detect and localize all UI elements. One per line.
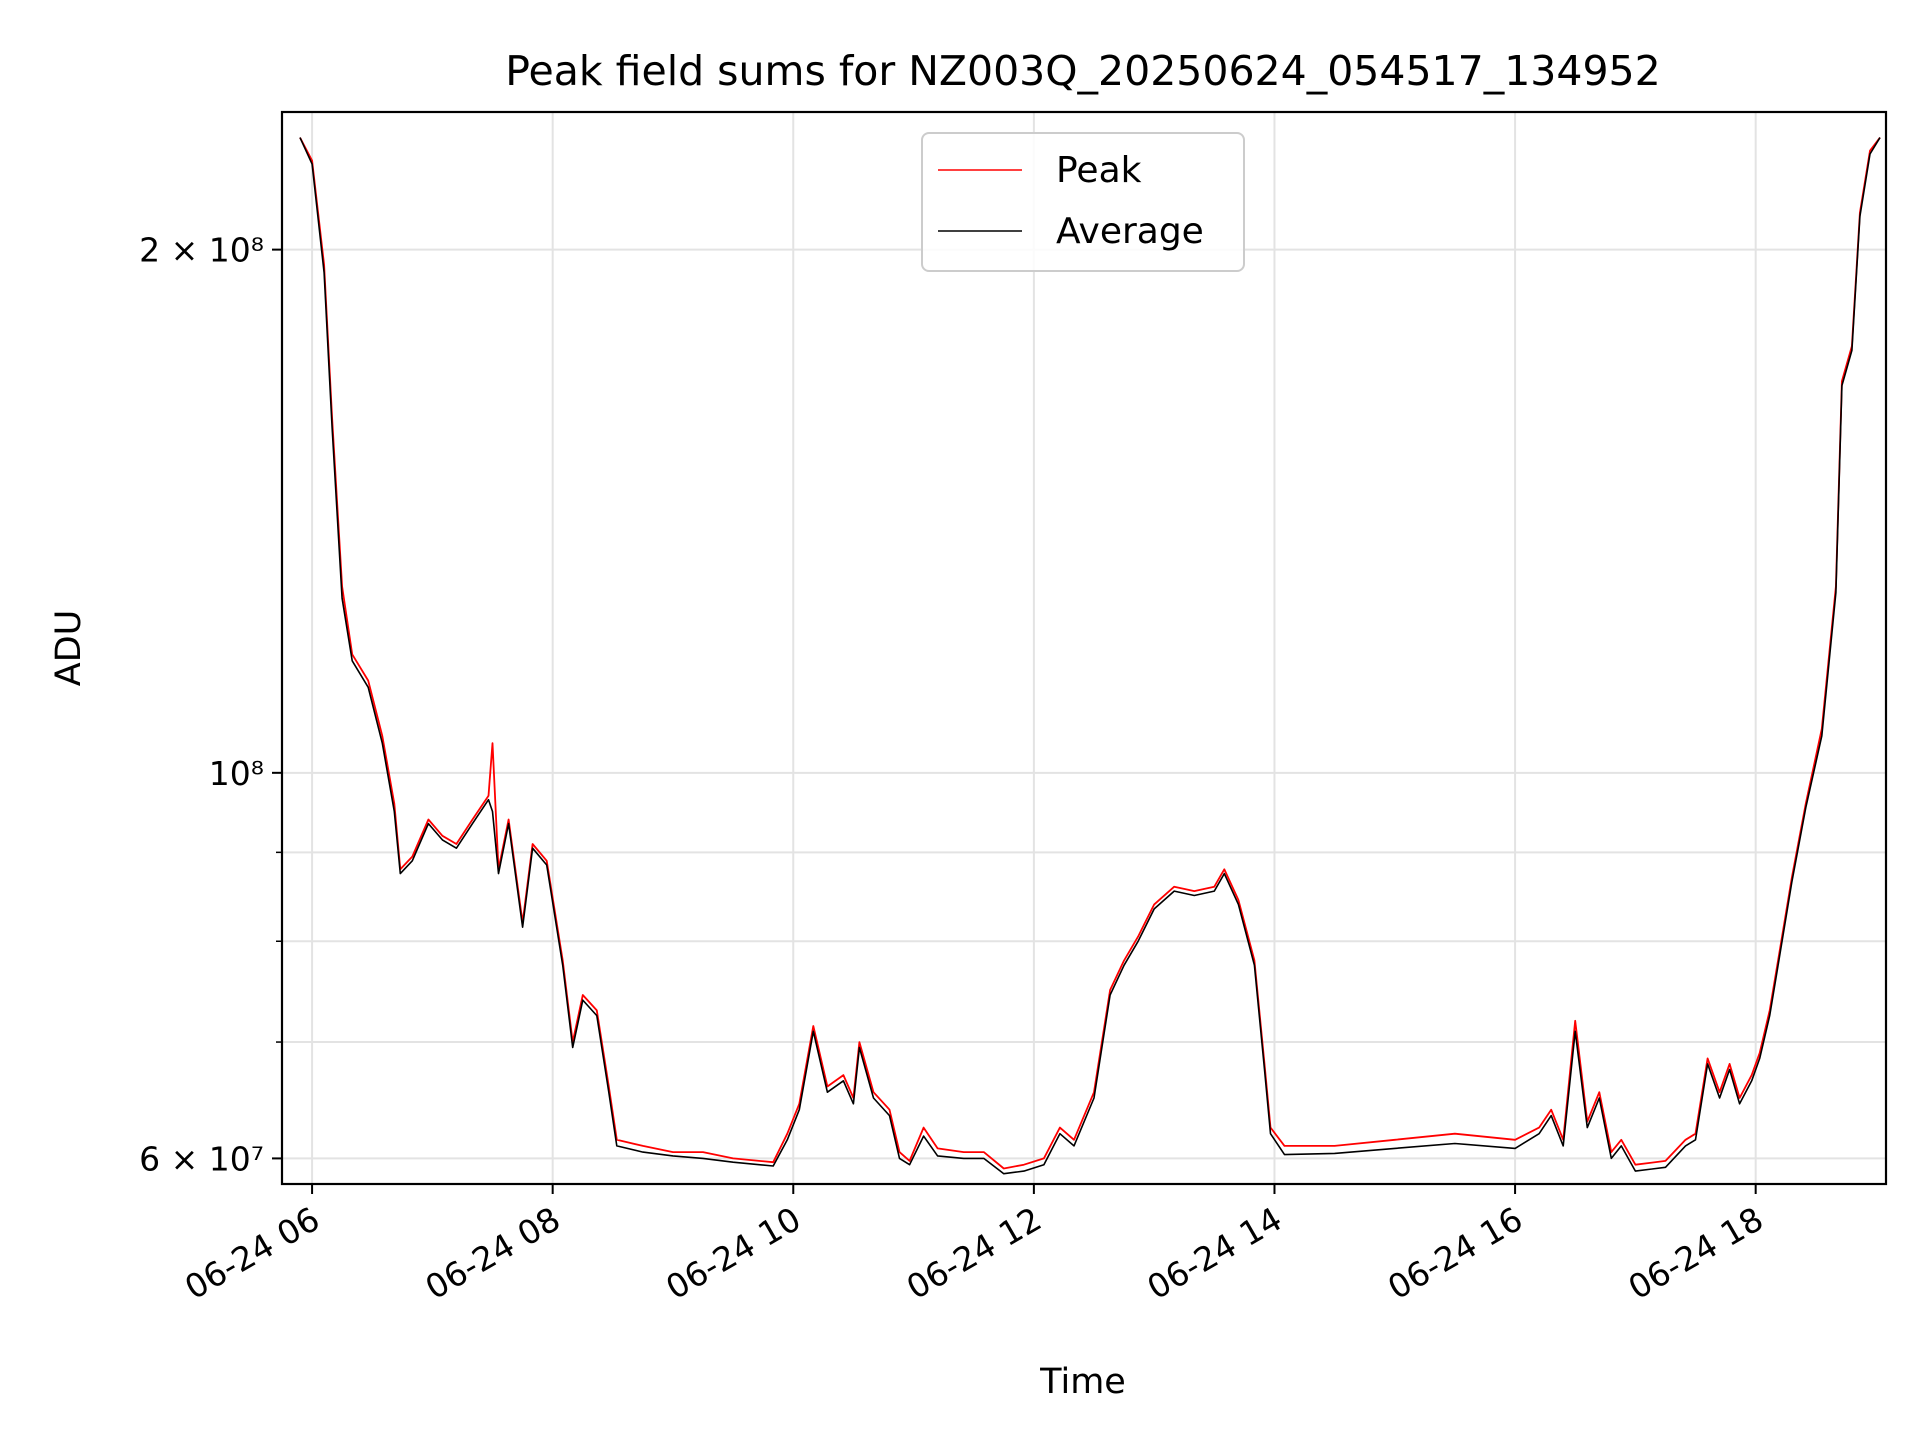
y-tick-label: 6 × 10⁷ xyxy=(139,1139,264,1178)
y-tick-label: 2 × 10⁸ xyxy=(139,231,264,270)
chart-title: Peak field sums for NZ003Q_20250624_0545… xyxy=(505,47,1660,95)
y-axis: 6 × 10⁷ 10⁸ 2 × 10⁸ xyxy=(139,231,282,1178)
legend-label-average: Average xyxy=(1056,211,1204,252)
y-tick-label: 10⁸ xyxy=(209,754,264,793)
legend-label-peak: Peak xyxy=(1056,150,1142,191)
x-axis-label: Time xyxy=(1039,1362,1126,1402)
plot-frame xyxy=(280,110,1888,1186)
plot-lines xyxy=(299,137,1881,1175)
legend: Peak Average xyxy=(921,132,1245,272)
legend-box xyxy=(921,132,1245,272)
y-axis-label: ADU xyxy=(49,610,89,687)
series-line-average xyxy=(299,137,1881,1175)
series-line-peak xyxy=(299,137,1881,1170)
